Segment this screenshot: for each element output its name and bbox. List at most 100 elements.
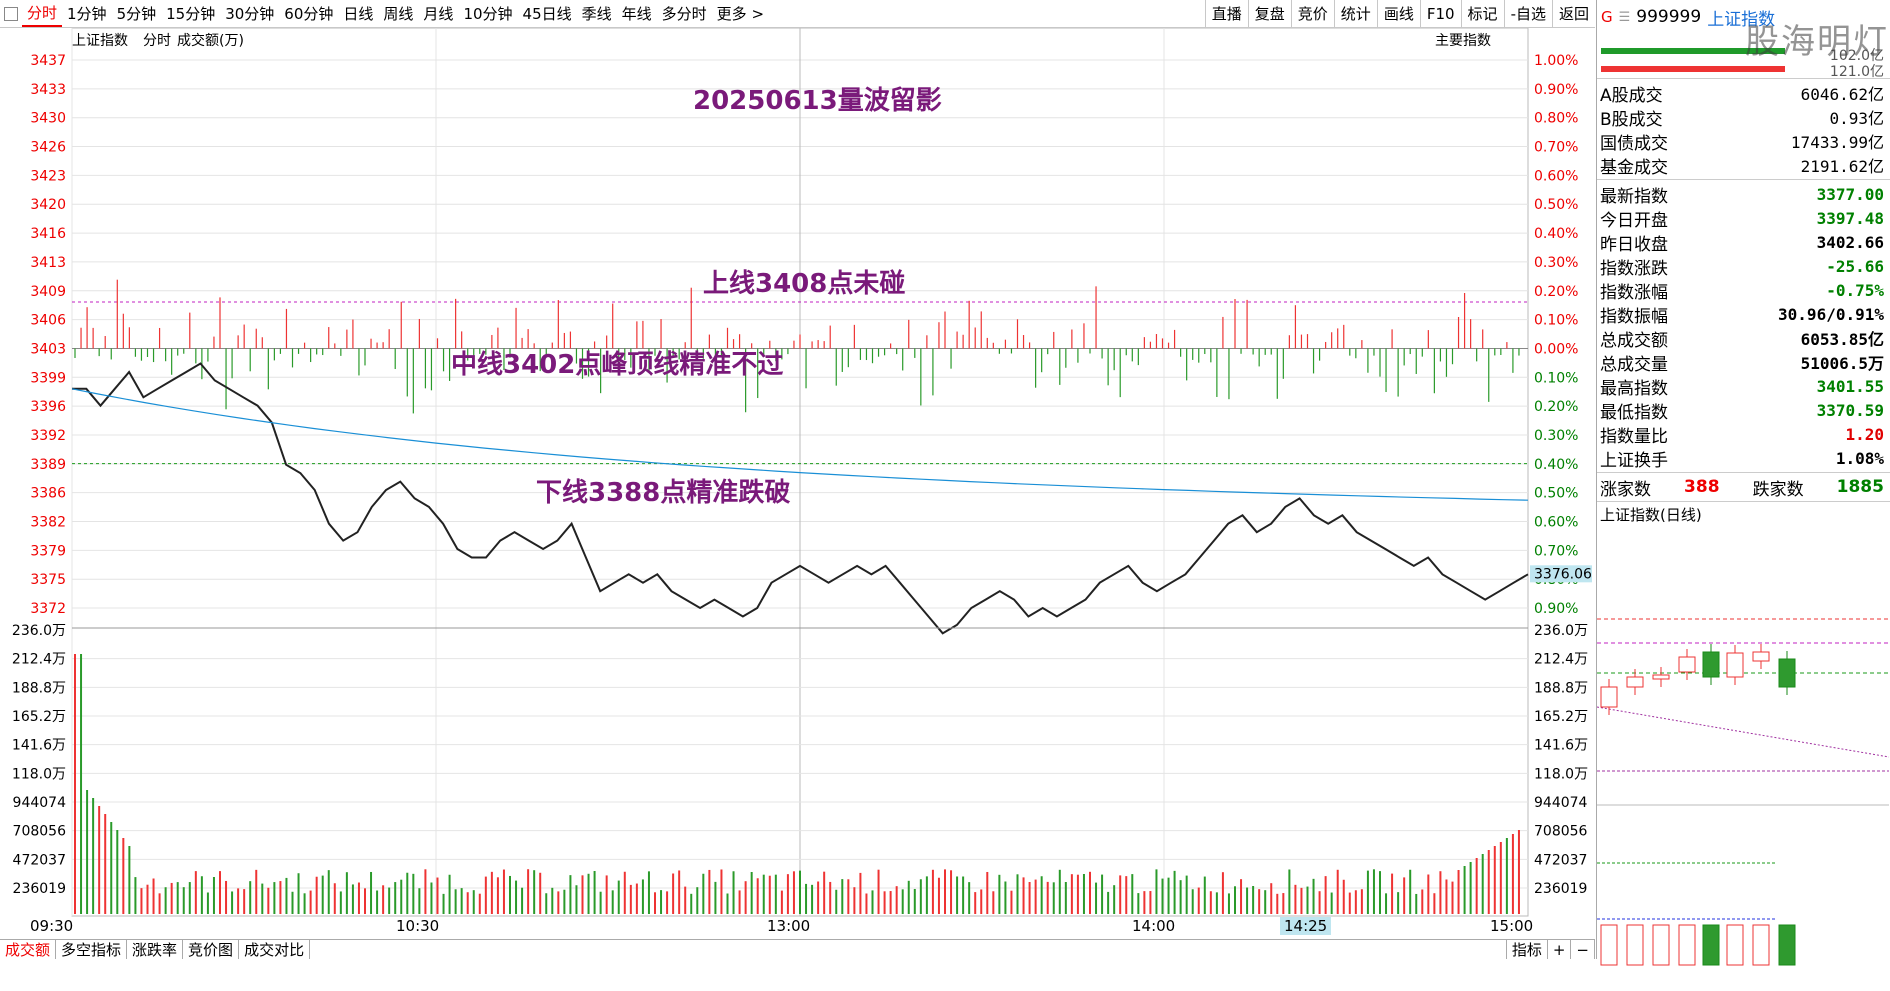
stat-row: 指数振幅 30.96/0.91% [1597,302,1890,327]
price-tick: 3392 [30,428,66,444]
stat-row: 指数涨幅 -0.75% [1597,278,1890,303]
stat-row: 基金成交 2191.62亿 [1597,153,1890,178]
daily-volume-bar [1652,924,1670,966]
annotation-middle-line: 中线3402点峰顶线精准不过 [451,350,784,380]
price-line [72,362,1529,635]
period-tab[interactable]: 日线 [343,5,374,23]
stat-row: 最新指数 3377.00 [1597,182,1890,207]
stat-label: 总成交额 [1600,330,1668,351]
indicator-tab[interactable]: 多空指标 [56,940,128,959]
inflow-bar [1601,66,1785,72]
volume-tick: 141.6万 [12,738,66,754]
stat-label: 指数涨跌 [1600,258,1668,279]
main-index-label: 主要指数 [1435,33,1491,49]
flow-bars: 102.0亿 121.0亿 [1597,34,1890,80]
price-tick: 3403 [30,341,66,357]
volume-tick: 472037 [13,852,66,868]
stat-value: 1.20 [1845,424,1884,444]
stat-row: A股成交 6046.62亿 [1597,81,1890,106]
indicator-tab[interactable]: 涨跌率 [127,940,184,959]
period-tab[interactable]: 15分钟 [166,5,216,23]
toolbar-button[interactable]: 复盘 [1247,0,1291,27]
period-tab[interactable]: 年线 [621,5,652,23]
up-count: 388 [1684,477,1720,497]
pct-tick: 0.90% [1534,601,1578,617]
price-tick: 3379 [30,543,66,559]
volume-tick-right: 236019 [1534,881,1587,897]
toolbar-button[interactable]: 统计 [1333,0,1377,27]
g-badge: G [1601,8,1613,26]
pct-tick: 0.90% [1534,82,1578,98]
price-tick: 3437 [30,53,66,69]
stat-value: 1.08% [1835,448,1884,468]
stat-label: B股成交 [1600,109,1663,130]
period-tab[interactable]: 1分钟 [67,5,107,23]
intraday-chart[interactable]: 上证指数 分时 成交额(万) 主要指数 3437 1.00% 3433 0.90% 3430 0.… [0,28,1595,918]
period-tab[interactable]: 季线 [581,5,612,23]
stat-label: 指数振幅 [1600,306,1668,327]
price-tick: 3426 [30,140,66,156]
stat-row: 总成交额 6053.85亿 [1597,326,1890,351]
period-tab[interactable]: 分时 [22,0,63,27]
period-tab[interactable]: 更多 > [716,5,765,23]
daily-candlestick-chart[interactable] [1596,527,1890,987]
volume-tick-right: 141.6万 [1534,738,1588,754]
time-label: 14:00 [1132,917,1176,935]
period-tab[interactable]: 月线 [423,5,454,23]
period-tab[interactable]: 30分钟 [225,5,275,23]
toolbar-button[interactable]: 直播 [1204,0,1248,27]
toolbar-button[interactable]: -自选 [1503,0,1552,27]
time-label: 09:30 [30,917,74,935]
index-name: 上证指数 [1707,9,1776,30]
period-tab[interactable]: 周线 [383,5,414,23]
daily-volume-bar [1726,924,1744,966]
layout-toggle-icon[interactable] [4,6,18,21]
stat-row: 最高指数 3401.55 [1597,374,1890,399]
indicator-tab[interactable]: 成交对比 [239,940,311,959]
pct-tick: 0.30% [1534,255,1578,271]
period-tab[interactable]: 多分时 [661,5,707,23]
pct-tick: 0.20% [1534,284,1578,300]
indicator-tab[interactable]: 成交额 [0,940,57,959]
stat-value: 51006.5万 [1800,354,1884,373]
stat-row: 指数量比 1.20 [1597,422,1890,447]
stat-value: 3397.48 [1816,208,1884,228]
index-code: 999999 [1636,7,1702,27]
volume-tick: 708056 [13,824,67,840]
period-tab[interactable]: 10分钟 [463,5,513,23]
stat-value: 17433.99亿 [1790,133,1884,152]
indicator-button[interactable]: 指标 [1505,940,1548,959]
toolbar-button[interactable]: 画线 [1376,0,1420,27]
toolbar-button[interactable]: 标记 [1460,0,1504,27]
zoom-out-button[interactable]: − [1571,940,1595,959]
period-tab[interactable]: 5分钟 [116,5,157,23]
price-tick: 3423 [30,168,66,184]
watermark: 股海明灯 [1745,22,1889,62]
time-label: 10:30 [396,917,440,935]
stat-value: 30.96/0.91% [1778,304,1884,324]
menu-icon[interactable]: ☰ [1618,9,1631,25]
indicator-tab[interactable]: 竞价图 [183,940,240,959]
candle-body [1652,674,1670,680]
stat-value: 6046.62亿 [1800,85,1884,104]
stat-label: 最新指数 [1600,186,1668,207]
period-tab[interactable]: 60分钟 [284,5,334,23]
volume-tick: 188.8万 [12,680,66,696]
candle-body [1778,658,1796,688]
toolbar-button[interactable]: F10 [1419,0,1461,27]
scale-bottom: 121.0亿 [1829,64,1884,80]
stat-label: 上证换手 [1600,450,1668,471]
zoom-in-button[interactable]: + [1548,940,1572,959]
period-tabs: 分时 1分钟 5分钟 15分钟 30分钟 60分钟 日线 周线 月线 10分钟 45日线 季线 年线 多分… [22,0,769,27]
daily-volume-bar [1702,924,1720,966]
toolbar-button[interactable]: 竞价 [1290,0,1334,27]
stat-label: 最低指数 [1600,402,1668,423]
stat-row: 上证换手 1.08% [1597,446,1890,471]
stat-label: 今日开盘 [1600,210,1668,231]
pct-tick: 0.70% [1534,140,1578,156]
pct-tick: 0.10% [1534,313,1578,329]
stat-label: 指数量比 [1600,426,1668,447]
toolbar-button[interactable]: 返回 [1551,0,1595,27]
indicator-tabs: 成交额 多空指标 涨跌率 竞价图 成交对比 指标 + − [0,939,1595,959]
period-tab[interactable]: 45日线 [522,5,572,23]
